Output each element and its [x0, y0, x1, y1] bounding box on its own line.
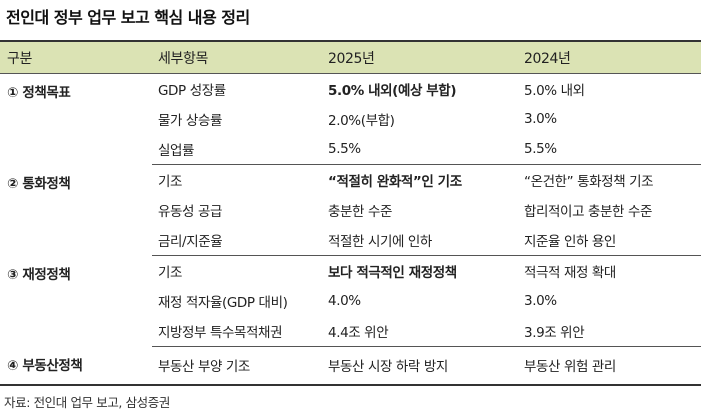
- value-2025-cell: “적절히 완화적”인 기조: [328, 174, 462, 190]
- value-2024-cell: 5.5%: [518, 134, 701, 165]
- value-2025-cell: 충분한 수준: [328, 204, 392, 220]
- item-cell: GDP 성장률: [158, 83, 226, 99]
- item-cell: 부동산 부양 기조: [152, 346, 322, 386]
- item-cell: 금리/지준율: [152, 225, 322, 256]
- value-2025-cell: 적절한 시기에 인하: [322, 225, 518, 256]
- value-2024-cell: “온건한” 통화정책 기조: [524, 174, 654, 190]
- value-2025-cell: 4.4조 위안: [322, 316, 518, 347]
- value-2024-cell: 부동산 위험 관리: [518, 346, 701, 386]
- value-2024-cell: 5.0% 내외: [524, 83, 585, 99]
- item-cell: 기조: [158, 174, 183, 190]
- table-row: 실업률 5.5% 5.5%: [0, 134, 701, 165]
- value-2024-cell: 3.9조 위안: [518, 316, 701, 347]
- table-header-row: 구분 세부항목 2025년 2024년: [0, 40, 701, 74]
- value-2024-cell: 3.0%: [524, 293, 557, 309]
- source-note: 자료: 전인대 업무 보고, 삼성증권: [4, 395, 170, 410]
- value-2025-cell: 4.0%: [328, 293, 361, 309]
- value-2025-cell: 5.0% 내외(예상 부합): [328, 83, 457, 99]
- item-cell: 재정 적자율(GDP 대비): [158, 295, 288, 311]
- item-cell: 실업률: [152, 134, 322, 165]
- header-2024: 2024년: [518, 40, 701, 74]
- header-2025: 2025년: [322, 40, 518, 74]
- value-2024-cell: 지준율 인하 용인: [518, 225, 701, 256]
- value-2025-cell: 2.0%(부합): [328, 113, 395, 129]
- value-2025-cell: 부동산 시장 하락 방지: [322, 346, 518, 386]
- table-row: 재정 적자율(GDP 대비) 4.0% 3.0%: [0, 286, 701, 316]
- item-cell: 물가 상승률: [158, 113, 222, 129]
- value-2025-cell: 5.5%: [322, 134, 518, 165]
- category-cell: ④ 부동산정책: [0, 346, 152, 386]
- table-row: 유동성 공급 충분한 수준 합리적이고 충분한 수준: [0, 195, 701, 225]
- header-category: 구분: [0, 40, 152, 74]
- table-row: ② 통화정책 기조 “적절히 완화적”인 기조 “온건한” 통화정책 기조: [0, 165, 701, 196]
- item-cell: 기조: [158, 265, 183, 281]
- value-2024-cell: 3.0%: [524, 111, 557, 127]
- table-row: ③ 재정정책 기조 보다 적극적인 재정정책 적극적 재정 확대: [0, 256, 701, 287]
- table-row: ④ 부동산정책 부동산 부양 기조 부동산 시장 하락 방지 부동산 위험 관리: [0, 346, 701, 386]
- policy-summary-table: 구분 세부항목 2025년 2024년 ① 정책목표 GDP 성장률 5.0% 내외…: [0, 40, 701, 386]
- header-item: 세부항목: [152, 40, 322, 74]
- table-row: 지방정부 특수목적채권 4.4조 위안 3.9조 위안: [0, 316, 701, 347]
- table-row: 금리/지준율 적절한 시기에 인하 지준율 인하 용인: [0, 225, 701, 256]
- category-cell: ③ 재정정책: [7, 266, 71, 283]
- page-title: 전인대 정부 업무 보고 핵심 내용 정리: [6, 8, 250, 27]
- value-2025-cell: 보다 적극적인 재정정책: [328, 265, 457, 281]
- category-cell: ① 정책목표: [7, 85, 71, 101]
- item-cell: 유동성 공급: [158, 204, 222, 220]
- value-2024-cell: 적극적 재정 확대: [524, 265, 616, 281]
- table-row: 물가 상승률 2.0%(부합) 3.0%: [0, 104, 701, 134]
- category-cell: ② 통화정책: [7, 175, 71, 192]
- item-cell: 지방정부 특수목적채권: [152, 316, 322, 347]
- value-2024-cell: 합리적이고 충분한 수준: [524, 204, 652, 220]
- table-row: ① 정책목표 GDP 성장률 5.0% 내외(예상 부합) 5.0% 내외: [0, 74, 701, 105]
